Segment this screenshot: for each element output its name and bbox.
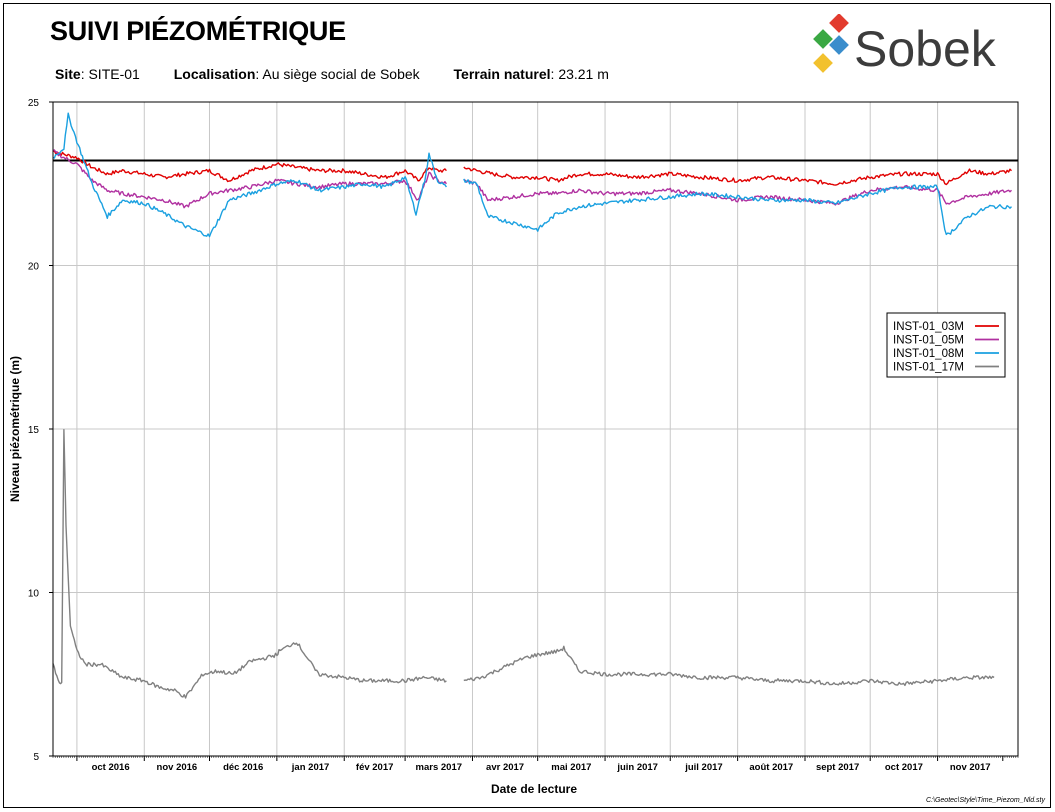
chart-grid — [53, 102, 1018, 756]
terrain-label: Terrain naturel — [453, 66, 551, 82]
page-title: SUIVI PIÉZOMÉTRIQUE — [50, 16, 346, 46]
sobek-logo: Sobek — [813, 14, 997, 77]
terrain-info: Terrain naturel: 23.21 m — [453, 66, 609, 82]
y-tick-label: 10 — [28, 589, 40, 600]
x-tick-label: mars 2017 — [416, 762, 462, 773]
x-tick-label: nov 2017 — [950, 762, 991, 773]
legend-label: INST-01_08M — [893, 348, 964, 360]
y-tick-label: 25 — [28, 98, 40, 109]
series-line-INST-01_05M — [463, 178, 1012, 206]
logo-text: Sobek — [854, 21, 997, 77]
x-axis-ticks: oct 2016 nov 2016 déc 2016 jan 2017 fév 2017… — [52, 756, 1019, 773]
legend-label: INST-01_05M — [893, 335, 964, 347]
x-tick-label: avr 2017 — [486, 762, 524, 773]
footer-style-path: C:\Geotec\Style\Time_Piezom_Nld.sty — [926, 797, 1045, 804]
x-tick-label: fév 2017 — [356, 762, 394, 773]
series-line-INST-01_08M — [52, 112, 447, 238]
x-axis-label: Date de lecture — [491, 782, 577, 796]
x-tick-label: juil 2017 — [684, 762, 723, 773]
x-tick-label: oct 2016 — [92, 762, 130, 773]
series-line-INST-01_05M — [52, 149, 447, 209]
y-tick-label: 5 — [33, 752, 39, 763]
x-tick-label: nov 2016 — [157, 762, 198, 773]
x-tick-label: juin 2017 — [616, 762, 658, 773]
terrain-value: 23.21 m — [558, 66, 609, 82]
site-info-bar: Site: SITE-01 Localisation: Au siège soc… — [55, 66, 639, 82]
site-info: Site: SITE-01 — [55, 66, 140, 82]
x-tick-label: oct 2017 — [885, 762, 923, 773]
site-value: SITE-01 — [88, 66, 140, 82]
series-line-INST-01_03M — [463, 166, 1012, 186]
y-tick-label: 20 — [28, 262, 40, 273]
x-tick-label: déc 2016 — [223, 762, 263, 773]
legend-label: INST-01_03M — [893, 321, 964, 333]
page-frame — [3, 3, 1051, 808]
series-line-INST-01_17M — [463, 645, 995, 687]
location-value: Au siège social de Sobek — [262, 66, 420, 82]
legend-label: INST-01_17M — [893, 362, 964, 374]
y-axis-ticks: 5 10 15 20 25 — [28, 98, 53, 763]
chart-series-group — [52, 112, 1013, 699]
series-line-INST-01_17M — [52, 429, 447, 699]
series-line-INST-01_03M — [52, 150, 447, 183]
location-info: Localisation: Au siège social de Sobek — [173, 66, 420, 82]
x-tick-label: jan 2017 — [291, 762, 330, 773]
x-tick-label: sept 2017 — [816, 762, 859, 773]
location-label: Localisation — [173, 66, 256, 82]
series-line-INST-01_08M — [463, 178, 1013, 236]
x-tick-label: août 2017 — [749, 762, 793, 773]
site-label: Site — [55, 66, 81, 82]
x-tick-label: mai 2017 — [551, 762, 591, 773]
y-tick-label: 15 — [28, 425, 40, 436]
y-axis-label: Niveau piézométrique (m) — [8, 356, 22, 502]
